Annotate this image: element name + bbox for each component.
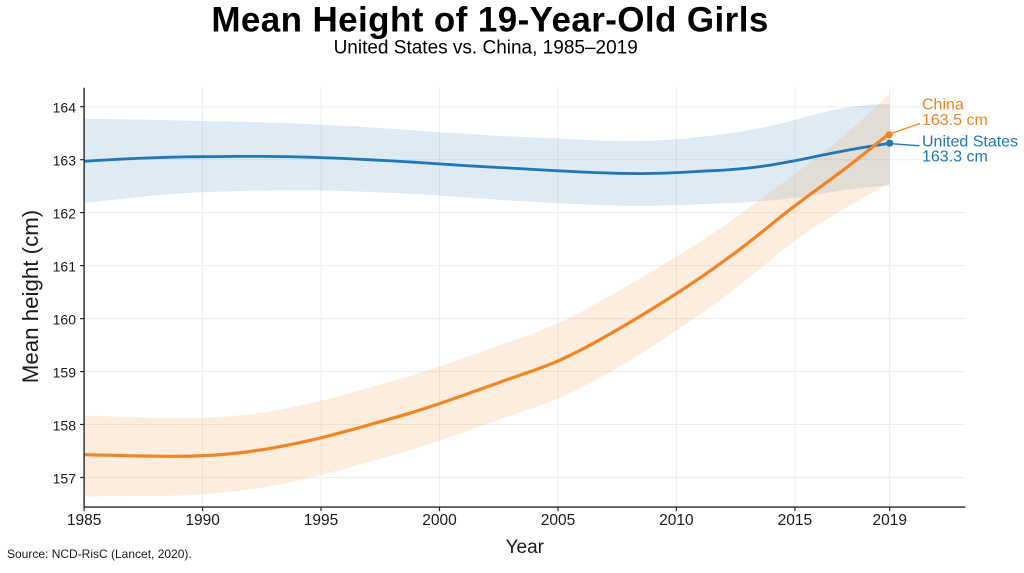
svg-text:1985: 1985	[67, 512, 101, 529]
svg-text:157: 157	[53, 470, 77, 486]
svg-text:2005: 2005	[541, 512, 575, 529]
svg-text:162: 162	[53, 205, 77, 221]
svg-text:161: 161	[53, 258, 77, 274]
svg-text:163: 163	[53, 153, 77, 169]
svg-text:China: China	[922, 97, 964, 114]
svg-text:Mean height (cm): Mean height (cm)	[18, 210, 43, 384]
svg-text:1995: 1995	[304, 512, 338, 529]
svg-text:United States: United States	[922, 134, 1018, 151]
svg-text:163.3 cm: 163.3 cm	[922, 149, 988, 166]
svg-text:2010: 2010	[659, 512, 694, 529]
svg-text:2015: 2015	[778, 512, 812, 529]
svg-text:United States vs. China, 1985–: United States vs. China, 1985–2019	[334, 38, 638, 59]
svg-text:2000: 2000	[422, 512, 457, 529]
svg-text:Mean Height of 19-Year-Old Gir: Mean Height of 19-Year-Old Girls	[211, 0, 768, 39]
svg-text:163.5 cm: 163.5 cm	[922, 112, 988, 129]
svg-text:Source: NCD-RisC (Lancet, 2020: Source: NCD-RisC (Lancet, 2020).	[7, 547, 192, 561]
svg-text:2019: 2019	[872, 512, 906, 529]
svg-text:160: 160	[53, 311, 77, 327]
svg-text:Year: Year	[506, 537, 545, 558]
svg-text:159: 159	[53, 364, 77, 380]
svg-text:1990: 1990	[185, 512, 220, 529]
svg-text:164: 164	[53, 100, 77, 116]
svg-text:158: 158	[53, 417, 77, 433]
